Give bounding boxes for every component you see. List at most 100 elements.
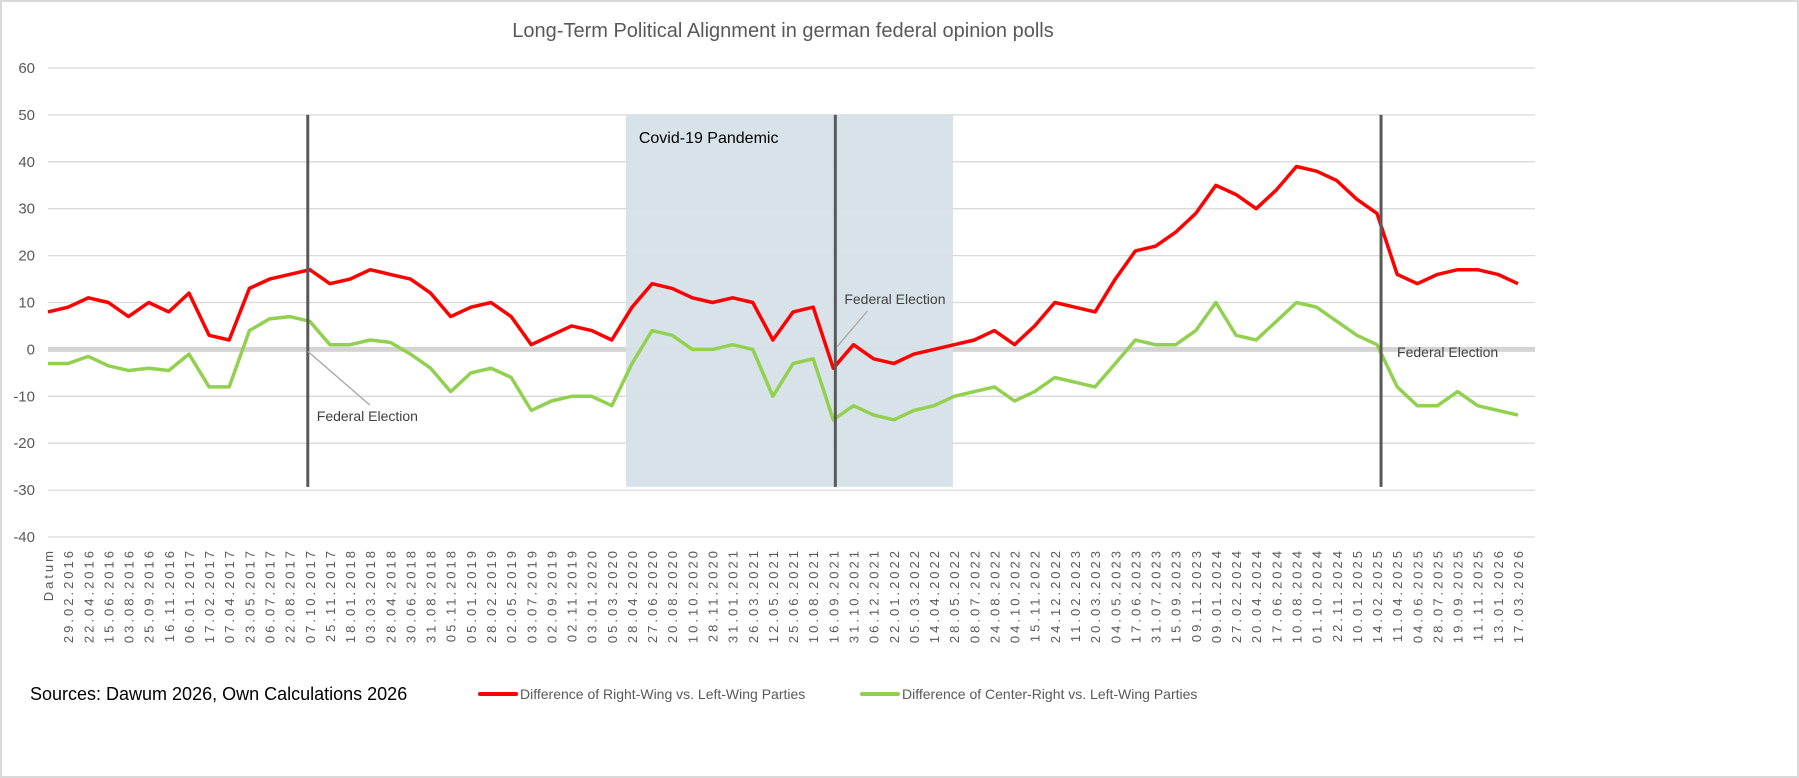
election-annotation: Federal Election bbox=[844, 291, 945, 307]
x-axis-ticks: Datum 29.02.2016 22.04.2016 15.06.2016 03.08… bbox=[41, 548, 1526, 643]
x-tick-label: 06.07.2017 bbox=[263, 548, 278, 643]
x-tick-label: 11.11.2025 bbox=[1471, 548, 1486, 641]
election-annotation: Federal Election bbox=[1397, 344, 1498, 360]
x-tick-label: 25.09.2016 bbox=[142, 548, 157, 643]
series-right-wing-line bbox=[47, 164, 1519, 370]
y-tick-label: 30 bbox=[18, 201, 35, 218]
y-tick-label: -40 bbox=[13, 529, 35, 546]
x-tick-label: 17.03.2026 bbox=[1511, 548, 1526, 643]
x-tick-label: 29.02.2016 bbox=[61, 548, 76, 643]
x-tick-label: 13.01.2026 bbox=[1491, 548, 1506, 643]
x-tick-label: 16.09.2021 bbox=[826, 548, 841, 643]
x-tick-label: 28.05.2022 bbox=[947, 548, 962, 643]
election-markers: Federal Election Federal Election Federal … bbox=[306, 114, 1498, 487]
x-tick-label: 15.11.2022 bbox=[1028, 548, 1043, 642]
x-tick-label: 11.02.2023 bbox=[1068, 548, 1083, 642]
x-tick-label: 27.02.2024 bbox=[1229, 548, 1244, 643]
annotation-leader bbox=[836, 310, 868, 347]
x-tick-label: 24.08.2022 bbox=[987, 548, 1002, 643]
x-tick-label: 16.11.2016 bbox=[162, 548, 177, 642]
covid-label: Covid-19 Pandemic bbox=[639, 130, 779, 147]
y-tick-label: 20 bbox=[18, 248, 35, 265]
x-tick-label: 30.06.2018 bbox=[404, 548, 419, 643]
x-tick-label: 31.10.2021 bbox=[847, 548, 862, 643]
source-note: Sources: Dawum 2026, Own Calculations 20… bbox=[30, 684, 407, 704]
x-tick-label: 26.03.2021 bbox=[746, 548, 761, 643]
x-tick-label: 11.04.2025 bbox=[1390, 548, 1405, 642]
x-tick-label: 09.11.2023 bbox=[1189, 548, 1204, 642]
x-tick-label: 22.11.2024 bbox=[1330, 548, 1345, 642]
x-tick-label: 05.11.2018 bbox=[444, 548, 459, 642]
x-tick-label: 05.03.2022 bbox=[907, 548, 922, 643]
x-tick-label: 17.06.2024 bbox=[1269, 548, 1284, 643]
x-tick-label: 10.08.2024 bbox=[1290, 548, 1305, 643]
x-tick-label: 31.01.2021 bbox=[726, 548, 741, 643]
legend-label: Difference of Right-Wing vs. Left-Wing P… bbox=[520, 686, 805, 702]
x-tick-label: 28.04.2018 bbox=[383, 548, 398, 643]
x-tick-label: 06.01.2017 bbox=[182, 548, 197, 643]
x-tick-label: 07.10.2017 bbox=[303, 548, 318, 643]
x-tick-label: Datum bbox=[41, 548, 56, 601]
x-tick-label: 02.11.2019 bbox=[565, 548, 580, 642]
legend-label: Difference of Center-Right vs. Left-Wing… bbox=[902, 686, 1197, 702]
chart-title: Long-Term Political Alignment in german … bbox=[512, 20, 1053, 42]
y-tick-label: 40 bbox=[18, 154, 35, 171]
x-tick-label: 04.06.2025 bbox=[1410, 548, 1425, 643]
x-tick-label: 15.06.2016 bbox=[101, 548, 116, 643]
x-tick-label: 23.05.2017 bbox=[242, 548, 257, 643]
y-tick-label: -30 bbox=[13, 482, 35, 499]
x-tick-label: 31.07.2023 bbox=[1149, 548, 1164, 643]
x-tick-label: 20.04.2024 bbox=[1249, 548, 1264, 643]
x-tick-label: 05.03.2020 bbox=[605, 548, 620, 643]
annotation-leader bbox=[307, 350, 371, 406]
x-tick-label: 03.08.2016 bbox=[122, 548, 137, 643]
y-tick-label: -10 bbox=[13, 388, 35, 405]
x-tick-label: 20.03.2023 bbox=[1088, 548, 1103, 643]
x-tick-label: 05.01.2019 bbox=[464, 548, 479, 643]
election-annotation: Federal Election bbox=[317, 408, 418, 424]
x-tick-label: 03.07.2019 bbox=[524, 548, 539, 643]
x-tick-label: 10.10.2020 bbox=[685, 548, 700, 643]
x-tick-label: 28.02.2019 bbox=[484, 548, 499, 643]
x-tick-label: 28.11.2020 bbox=[706, 548, 721, 642]
x-tick-label: 02.09.2019 bbox=[544, 548, 559, 643]
x-tick-label: 25.06.2021 bbox=[786, 548, 801, 643]
x-tick-label: 15.09.2023 bbox=[1169, 548, 1184, 643]
x-tick-label: 08.07.2022 bbox=[967, 548, 982, 643]
x-tick-label: 31.08.2018 bbox=[424, 548, 439, 643]
x-tick-label: 09.01.2024 bbox=[1209, 548, 1224, 643]
x-tick-label: 22.08.2017 bbox=[283, 548, 298, 643]
x-tick-label: 04.05.2023 bbox=[1108, 548, 1123, 643]
x-tick-label: 24.12.2022 bbox=[1048, 548, 1063, 643]
x-tick-label: 07.04.2017 bbox=[222, 548, 237, 643]
x-tick-label: 01.10.2024 bbox=[1310, 548, 1325, 643]
x-tick-label: 19.09.2025 bbox=[1451, 548, 1466, 643]
x-tick-label: 04.10.2022 bbox=[1008, 548, 1023, 643]
x-tick-label: 28.04.2020 bbox=[625, 548, 640, 643]
series-center-right-line bbox=[48, 300, 1519, 422]
x-tick-label: 25.11.2017 bbox=[323, 548, 338, 642]
x-tick-label: 03.03.2018 bbox=[363, 548, 378, 643]
y-tick-label: -20 bbox=[13, 435, 35, 452]
y-tick-label: 60 bbox=[18, 60, 35, 77]
y-tick-label: 50 bbox=[18, 107, 35, 124]
x-tick-label: 12.05.2021 bbox=[766, 548, 781, 643]
x-tick-label: 22.04.2016 bbox=[81, 548, 96, 643]
x-tick-label: 28.07.2025 bbox=[1431, 548, 1446, 643]
x-tick-label: 10.08.2021 bbox=[806, 548, 821, 643]
legend: Difference of Right-Wing vs. Left-Wing P… bbox=[478, 686, 1197, 702]
x-tick-label: 17.02.2017 bbox=[202, 548, 217, 643]
x-tick-label: 14.02.2025 bbox=[1370, 548, 1385, 643]
x-tick-label: 27.06.2020 bbox=[645, 548, 660, 643]
x-tick-label: 20.08.2020 bbox=[665, 548, 680, 643]
series-lines bbox=[47, 164, 1519, 422]
y-tick-label: 10 bbox=[18, 295, 35, 312]
x-tick-label: 02.05.2019 bbox=[504, 548, 519, 643]
covid-shaded-region: Covid-19 Pandemic bbox=[625, 114, 954, 487]
x-tick-label: 10.01.2025 bbox=[1350, 548, 1365, 643]
y-axis-ticks: 60 50 40 30 20 10 0 -10 -20 -30 -40 bbox=[13, 60, 35, 546]
covid-region bbox=[625, 114, 954, 487]
x-tick-label: 03.01.2020 bbox=[585, 548, 600, 643]
